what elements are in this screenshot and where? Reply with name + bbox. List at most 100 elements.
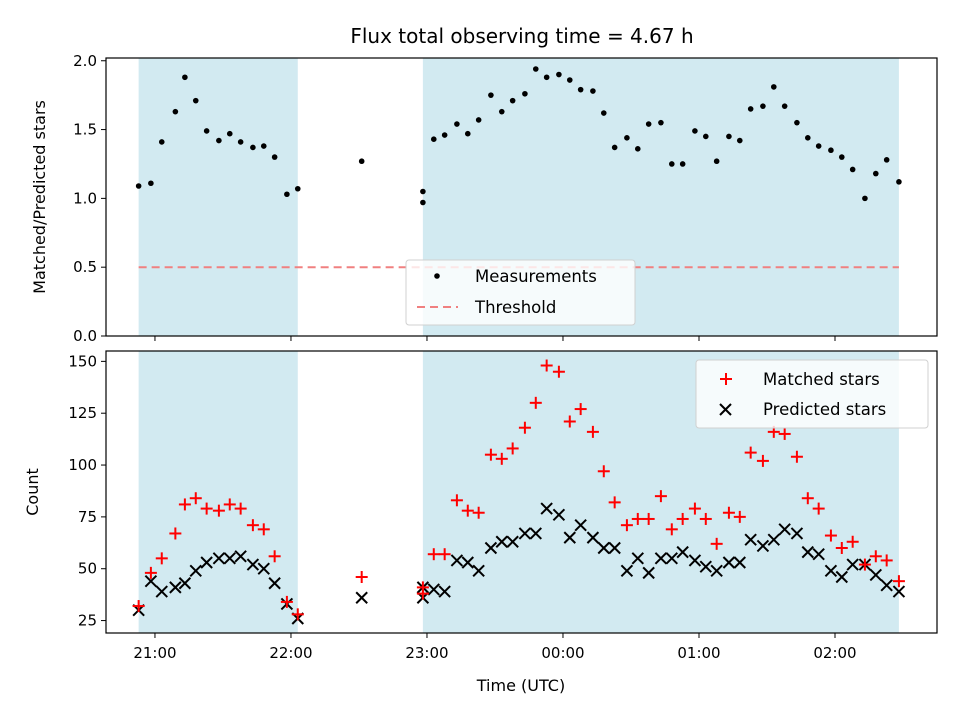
measurement-point bbox=[849, 166, 856, 173]
matched-star-point bbox=[642, 512, 655, 525]
matched-star-point bbox=[223, 498, 236, 511]
ratio-legend: Measurements Threshold bbox=[405, 259, 636, 326]
measurement-point bbox=[634, 146, 641, 152]
predicted-star-point bbox=[778, 523, 791, 536]
measurement-point bbox=[172, 108, 179, 115]
measurement-point bbox=[250, 144, 256, 151]
matched-star-point bbox=[427, 548, 440, 561]
measurement-point bbox=[509, 97, 516, 104]
x-tick-label: 02:00 bbox=[813, 644, 856, 662]
measurement-point bbox=[838, 154, 845, 160]
matched-star-point bbox=[801, 492, 814, 505]
predicted-star-point bbox=[733, 556, 746, 569]
predicted-star-point bbox=[189, 564, 202, 578]
predicted-star-point bbox=[767, 533, 780, 546]
count-y-tick-label: 100 bbox=[68, 456, 97, 474]
measurement-point bbox=[271, 154, 278, 160]
matched-star-point bbox=[574, 403, 587, 416]
predicted-star-point bbox=[835, 570, 849, 584]
measurement-point bbox=[883, 157, 890, 163]
matched-star-point bbox=[869, 550, 882, 563]
matched-star-point bbox=[790, 450, 803, 463]
predicted-star-point bbox=[812, 547, 825, 561]
matched-star-point bbox=[132, 600, 145, 613]
ratio-y-axis-label: Matched/Predicted stars bbox=[30, 100, 49, 294]
ratio-plot-frame bbox=[105, 57, 938, 337]
measurement-point bbox=[872, 170, 879, 177]
measurement-point bbox=[896, 179, 902, 185]
measurement-point bbox=[148, 180, 154, 187]
matched-star-point bbox=[824, 529, 837, 542]
matched-star-point bbox=[676, 512, 689, 525]
predicted-star-point bbox=[756, 539, 770, 553]
count-plot-frame bbox=[105, 350, 938, 634]
matched-star-point bbox=[155, 552, 168, 565]
observing-windows-top bbox=[138, 58, 899, 336]
predicted-star-point bbox=[880, 579, 893, 592]
predicted-star-point bbox=[824, 564, 838, 578]
count-y-tick-label: 25 bbox=[78, 612, 97, 630]
measurement-point bbox=[182, 74, 188, 81]
count-panel: 25 50 75 100 125 150 21:00 22:00 23:00 00:00 01:0… bbox=[23, 350, 938, 695]
predicted-star-point bbox=[574, 518, 587, 532]
predicted-star-point bbox=[688, 554, 702, 567]
x-tick-label: 23:00 bbox=[405, 644, 448, 662]
predicted-star-point bbox=[801, 545, 815, 559]
predicted-star-point bbox=[665, 552, 678, 565]
measurement-point bbox=[624, 135, 630, 141]
measurement-point bbox=[420, 188, 426, 195]
chart-title: Flux total observing time = 4.67 h bbox=[350, 24, 693, 48]
predicted-star-point bbox=[552, 508, 566, 522]
ratio-y-tick-label: 1.5 bbox=[73, 121, 97, 139]
measurement-point bbox=[203, 128, 210, 134]
measurement-point bbox=[781, 103, 788, 109]
matched-star-point bbox=[268, 550, 281, 563]
predicted-star-point bbox=[710, 564, 723, 578]
x-tick-label: 21:00 bbox=[133, 644, 176, 662]
predicted-star-point bbox=[212, 552, 226, 565]
measurement-point bbox=[692, 128, 698, 134]
predicted-star-point bbox=[676, 545, 689, 559]
count-legend-box bbox=[695, 359, 929, 429]
x-tick-label: 00:00 bbox=[541, 644, 584, 662]
measurement-point bbox=[726, 133, 732, 140]
measurement-point bbox=[532, 66, 539, 72]
predicted-star-point bbox=[461, 556, 474, 569]
count-y-axis-label: Count bbox=[23, 468, 42, 516]
predicted-star-point bbox=[586, 531, 600, 544]
observing-window-top-0 bbox=[138, 58, 298, 336]
predicted-star-point bbox=[892, 585, 906, 598]
matched-star-point bbox=[835, 541, 848, 554]
matched-star-point bbox=[846, 535, 859, 548]
matched-star-point bbox=[540, 359, 553, 372]
predicted-star-point bbox=[169, 581, 182, 594]
measurements-legend-label: Measurements bbox=[475, 267, 597, 286]
predicted-star-point bbox=[563, 531, 576, 544]
predicted-star-point bbox=[518, 527, 532, 540]
matched-star-point bbox=[756, 454, 769, 467]
matched-star-point bbox=[597, 465, 610, 478]
matched-star-point bbox=[450, 494, 463, 507]
measurement-point bbox=[284, 191, 290, 198]
matched-star-point bbox=[552, 365, 565, 378]
predicted-star-point bbox=[529, 527, 542, 540]
matched-star-point bbox=[461, 504, 474, 517]
matched-star-point bbox=[699, 512, 712, 525]
count-y-tick-label: 150 bbox=[68, 352, 97, 370]
measurement-point bbox=[668, 161, 675, 167]
measurement-point bbox=[475, 117, 482, 123]
predicted-star-point bbox=[744, 533, 757, 546]
predicted-star-point bbox=[495, 535, 508, 548]
matched-star-point bbox=[472, 506, 485, 519]
measurement-point bbox=[679, 161, 686, 167]
matched-star-point bbox=[234, 502, 247, 515]
measurement-point bbox=[611, 144, 618, 151]
matched-star-point bbox=[654, 490, 667, 503]
matched-star-point bbox=[665, 523, 678, 536]
ratio-y-tick-label: 2.0 bbox=[73, 52, 97, 70]
matched-star-point bbox=[733, 510, 746, 523]
predicted-star-point bbox=[506, 535, 519, 548]
matched-star-point bbox=[506, 442, 519, 455]
matched-star-point bbox=[722, 506, 735, 519]
